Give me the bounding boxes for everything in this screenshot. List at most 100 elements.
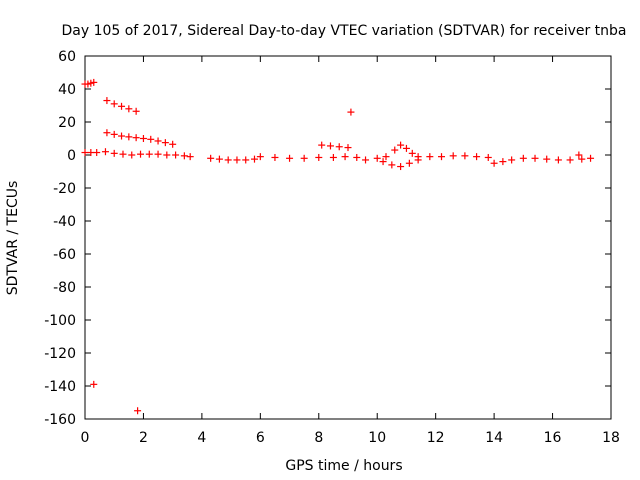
data-point-sat_d — [169, 140, 177, 148]
y-axis: 60 40 20 0 -20 -40 -60 -80 -100 -120 -140 -160 — [44, 49, 611, 428]
data-point-sat_d — [110, 130, 118, 138]
x-tick-label: 12 — [427, 430, 445, 446]
data-point-sat_f — [224, 156, 232, 164]
data-point-sat_b — [81, 149, 89, 157]
data-points — [81, 78, 595, 415]
data-point-outliers — [347, 108, 355, 116]
y-tick-label: 20 — [58, 115, 76, 131]
y-tick-label: -40 — [53, 214, 76, 230]
data-point-sat_j — [379, 158, 387, 166]
data-point-sat_d — [139, 135, 147, 142]
data-point-sat_h — [335, 143, 343, 151]
data-point-sat_k — [426, 153, 434, 161]
data-point-sat_l — [490, 159, 498, 167]
x-tick-label: 16 — [544, 430, 562, 446]
data-point-sat_f — [207, 154, 215, 162]
data-point-sat_k — [449, 152, 457, 160]
data-point-sat_g — [271, 153, 279, 161]
data-point-sat_g — [256, 153, 264, 161]
data-point-sat_l — [531, 154, 539, 162]
data-point-sat_d — [154, 137, 162, 145]
data-point-sat_e — [180, 152, 188, 160]
x-tick-label: 18 — [602, 430, 620, 446]
data-point-sat_l — [508, 156, 516, 164]
x-tick-label: 10 — [368, 430, 386, 446]
y-tick-label: -80 — [53, 280, 76, 296]
data-point-sat_l — [578, 155, 586, 163]
plot-area — [84, 55, 612, 420]
data-point-sat_i — [373, 154, 381, 162]
data-point-sat_e — [101, 148, 109, 156]
data-point-sat_i — [408, 149, 416, 157]
y-tick-label: -160 — [44, 412, 76, 428]
data-point-sat_j — [414, 156, 422, 164]
x-tick-label: 6 — [256, 430, 265, 446]
data-point-sat_i — [397, 141, 405, 149]
data-point-sat_i — [402, 144, 410, 152]
data-point-sat_d — [132, 134, 140, 142]
y-tick-label: 60 — [58, 49, 76, 65]
data-point-sat_g — [329, 153, 337, 161]
plot-frame — [84, 55, 612, 420]
data-point-sat_e — [154, 150, 162, 158]
data-point-sat_e — [163, 151, 171, 159]
data-point-sat_l — [519, 154, 527, 162]
data-point-sat_e — [137, 150, 145, 158]
data-point-sat_g — [353, 153, 361, 161]
data-point-sat_d — [161, 139, 169, 147]
data-point-sat_h — [318, 141, 326, 149]
data-point-sat_j — [388, 161, 396, 169]
data-point-sat_d — [118, 132, 126, 140]
data-point-sat_e — [128, 151, 136, 159]
data-point-sat_d — [103, 129, 111, 137]
data-point-sat_e — [145, 150, 153, 158]
y-tick-label: 40 — [58, 82, 76, 98]
data-point-sat_g — [341, 153, 349, 161]
x-tick-label: 2 — [139, 430, 148, 446]
data-point-sat_h — [326, 142, 334, 150]
data-point-sat_c — [125, 105, 133, 113]
data-point-sat_d — [125, 133, 133, 141]
data-point-outliers — [90, 380, 98, 388]
y-tick-label: -120 — [44, 346, 76, 362]
data-point-sat_l — [543, 155, 551, 163]
data-point-sat_l — [499, 158, 507, 166]
data-point-sat_h — [344, 144, 352, 152]
data-point-sat_e — [110, 149, 118, 157]
data-point-sat_b — [93, 149, 101, 157]
data-point-outliers — [134, 407, 142, 415]
x-tick-label: 0 — [81, 430, 90, 446]
data-point-sat_k — [484, 153, 492, 161]
data-point-sat_c — [132, 107, 140, 115]
data-point-sat_b — [87, 149, 95, 157]
x-tick-label: 4 — [197, 430, 206, 446]
data-point-sat_f — [215, 155, 223, 163]
data-point-sat_d — [147, 135, 155, 143]
data-point-sat_c — [110, 100, 118, 108]
data-point-sat_g — [315, 153, 323, 161]
data-point-sat_c — [118, 102, 126, 110]
data-point-outliers — [575, 151, 583, 159]
y-tick-label: -100 — [44, 313, 76, 329]
data-point-sat_k — [473, 153, 481, 161]
data-point-sat_l — [554, 156, 562, 164]
chart-title: Day 105 of 2017, Sidereal Day-to-day VTE… — [61, 23, 626, 39]
data-point-sat_e — [119, 150, 127, 158]
data-point-sat_l — [587, 154, 595, 162]
y-tick-label: -20 — [53, 181, 76, 197]
x-tick-label: 14 — [485, 430, 503, 446]
y-tick-label: -140 — [44, 379, 76, 395]
x-axis-label: GPS time / hours — [285, 458, 402, 474]
data-point-sat_a — [90, 78, 98, 86]
data-point-sat_i — [382, 153, 390, 161]
data-point-sat_g — [286, 154, 294, 162]
data-point-sat_l — [566, 156, 574, 164]
data-point-sat_f — [233, 156, 241, 164]
data-point-sat_k — [461, 152, 469, 160]
data-point-sat_j — [397, 163, 405, 171]
data-point-sat_i — [362, 156, 370, 164]
y-tick-label: -60 — [53, 247, 76, 263]
data-point-sat_f — [242, 156, 250, 164]
data-point-sat_i — [391, 146, 399, 154]
